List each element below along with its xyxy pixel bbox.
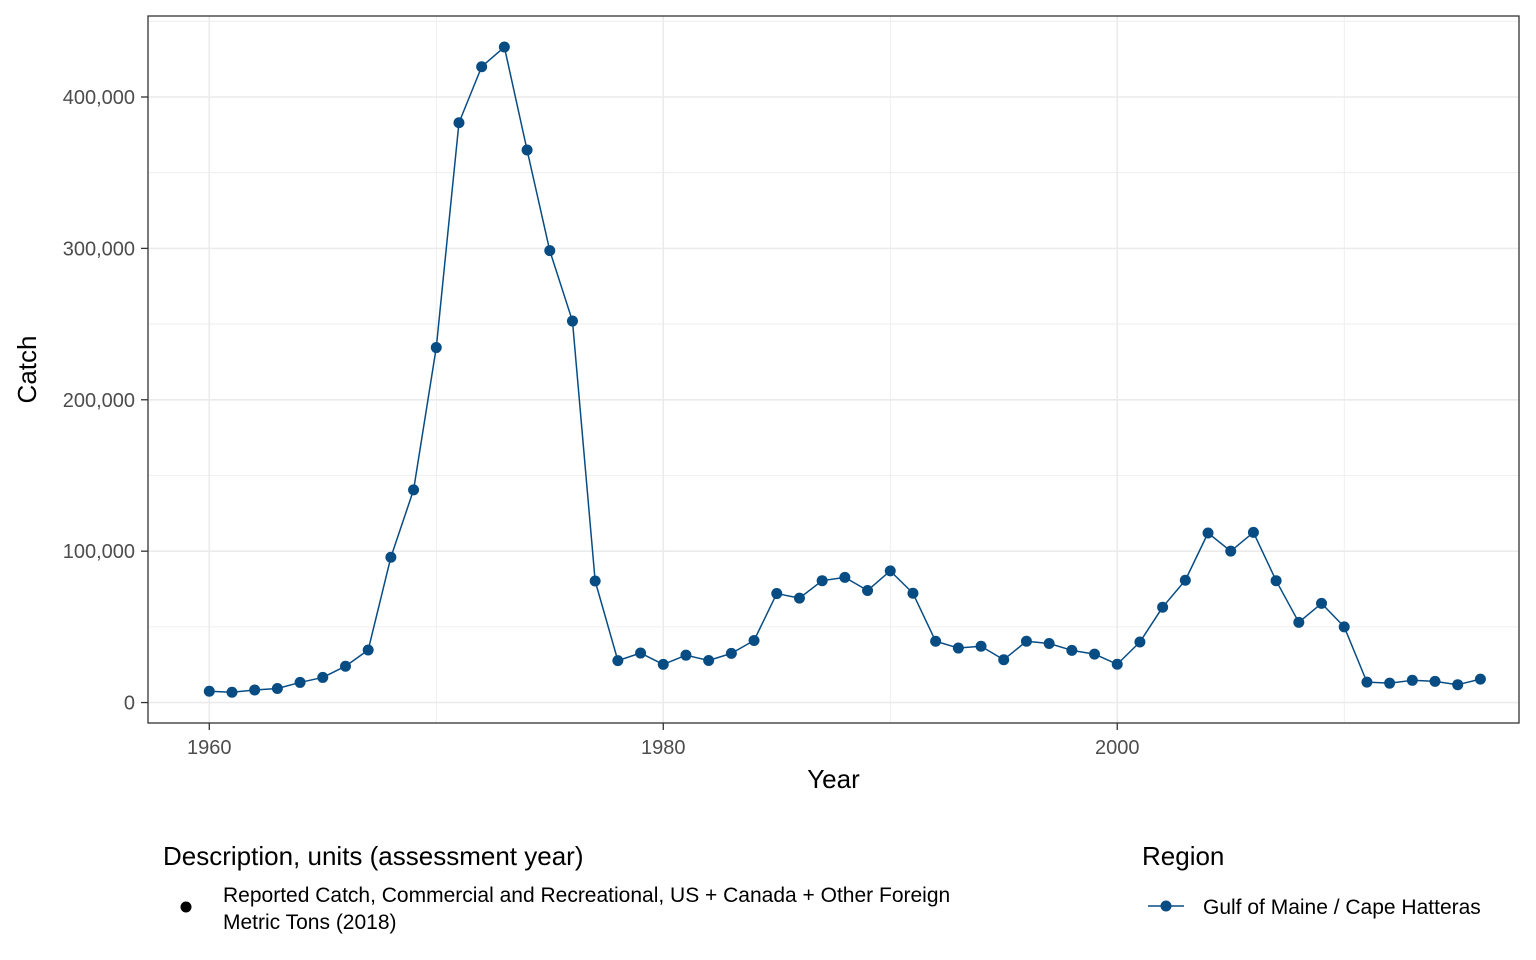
data-point <box>930 635 942 647</box>
data-point <box>612 655 624 667</box>
data-point <box>1043 638 1055 650</box>
data-point <box>839 571 851 583</box>
y-axis: 0 100,000 200,000 300,000 400,000 <box>63 87 148 715</box>
data-point <box>1338 621 1350 633</box>
data-point <box>1293 616 1305 628</box>
legend-description-key <box>180 901 192 913</box>
x-axis: 1960 1980 2000 <box>187 723 1139 759</box>
grid-major <box>148 16 1519 723</box>
legend-region-entry: Gulf of Maine / Cape Hatteras <box>1203 896 1481 919</box>
data-point <box>1247 526 1259 538</box>
data-point <box>771 588 783 600</box>
data-point <box>362 644 374 656</box>
data-point <box>1134 636 1146 648</box>
data-point <box>453 117 465 129</box>
data-point <box>1384 677 1396 689</box>
data-point <box>589 575 601 587</box>
data-point <box>1111 658 1123 670</box>
legend-description-entry-2: Metric Tons (2018) <box>223 911 397 934</box>
data-point <box>271 682 283 694</box>
plot-border <box>147 15 1520 724</box>
data-point <box>635 647 647 659</box>
data-point <box>430 342 442 354</box>
data-point <box>476 61 488 73</box>
data-point <box>1429 675 1441 687</box>
legend-region-key-point <box>1160 900 1172 912</box>
data-point <box>657 658 669 670</box>
data-point <box>339 660 351 672</box>
data-point <box>1157 601 1169 613</box>
data-point <box>884 565 896 577</box>
plot-background <box>148 16 1519 723</box>
data-point <box>998 654 1010 666</box>
y-tick-label: 0 <box>124 693 135 715</box>
data-point <box>294 676 306 688</box>
data-point <box>566 315 578 327</box>
data-point <box>385 551 397 563</box>
data-point <box>725 647 737 659</box>
data-point <box>1270 575 1282 587</box>
y-tick-label: 100,000 <box>63 541 135 563</box>
data-point <box>793 592 805 604</box>
data-point <box>317 671 329 683</box>
data-point <box>748 634 760 646</box>
grid-minor <box>148 16 1519 723</box>
data-point <box>1361 676 1373 688</box>
y-tick-label: 400,000 <box>63 87 135 109</box>
data-point <box>1089 648 1101 660</box>
data-point <box>226 686 238 698</box>
data-point <box>816 575 828 587</box>
x-tick-label: 1960 <box>187 737 232 759</box>
data-point <box>907 587 919 599</box>
data-point <box>1406 674 1418 686</box>
data-point <box>521 144 533 156</box>
series-layer <box>203 41 1486 698</box>
data-point <box>1316 597 1328 609</box>
data-point <box>498 41 510 53</box>
data-point <box>862 585 874 597</box>
legend-description: Description, units (assessment year) Rep… <box>163 841 950 934</box>
data-point <box>544 245 556 257</box>
y-axis-title: Catch <box>12 336 42 404</box>
data-point <box>1020 635 1032 647</box>
legend-region: Region Gulf of Maine / Cape Hatteras <box>1142 841 1481 919</box>
legend-description-title: Description, units (assessment year) <box>163 841 583 871</box>
data-point <box>680 649 692 661</box>
data-point <box>249 684 261 696</box>
data-point <box>952 642 964 654</box>
data-point <box>1474 673 1486 685</box>
data-point <box>975 640 987 652</box>
data-point <box>703 654 715 666</box>
y-tick-label: 300,000 <box>63 238 135 260</box>
x-tick-label: 1980 <box>641 737 686 759</box>
y-tick-label: 200,000 <box>63 390 135 412</box>
legend-region-title: Region <box>1142 841 1224 871</box>
data-point <box>1452 679 1464 691</box>
data-point <box>1066 644 1078 656</box>
data-point <box>1179 574 1191 586</box>
legend-description-entry-1: Reported Catch, Commercial and Recreatio… <box>223 884 950 907</box>
x-tick-label: 2000 <box>1095 737 1140 759</box>
data-point <box>203 685 215 697</box>
x-axis-title: Year <box>807 764 860 794</box>
data-point <box>408 484 420 496</box>
data-point <box>1225 545 1237 557</box>
data-point <box>1202 527 1214 539</box>
